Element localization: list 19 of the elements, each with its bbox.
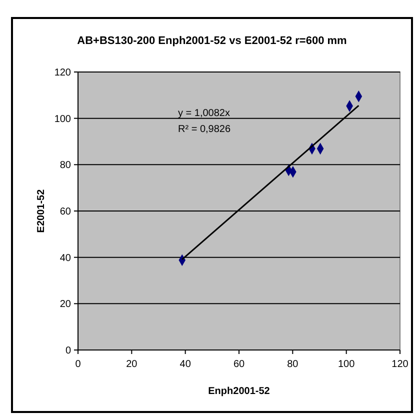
x-tick-label: 40 [180, 359, 192, 370]
chart-title: AB+BS130-200 Enph2001-52 vs E2001-52 r=600 mm [77, 35, 348, 47]
y-tick-label: 0 [65, 346, 72, 356]
x-tick-label: 60 [233, 359, 245, 370]
y-tick-label: 60 [60, 206, 72, 218]
x-axis-title: Enph2001-52 [208, 386, 270, 397]
x-tick-label: 0 [75, 359, 82, 370]
y-tick-label: 80 [60, 160, 72, 172]
y-axis-title: E2001-52 [36, 188, 47, 233]
annotation: y = 1,0082x [178, 108, 230, 119]
x-tick-label: 100 [338, 359, 356, 370]
y-tick-label: 40 [60, 252, 72, 264]
y-tick-label: 20 [60, 299, 72, 310]
y-tick-label: 120 [54, 68, 72, 78]
x-tick-label: 20 [126, 359, 138, 370]
annotation: R² = 0,9826 [178, 124, 231, 135]
y-tick-label: 100 [54, 114, 72, 125]
x-tick-label: 80 [287, 359, 299, 370]
x-tick-label: 120 [392, 359, 409, 370]
